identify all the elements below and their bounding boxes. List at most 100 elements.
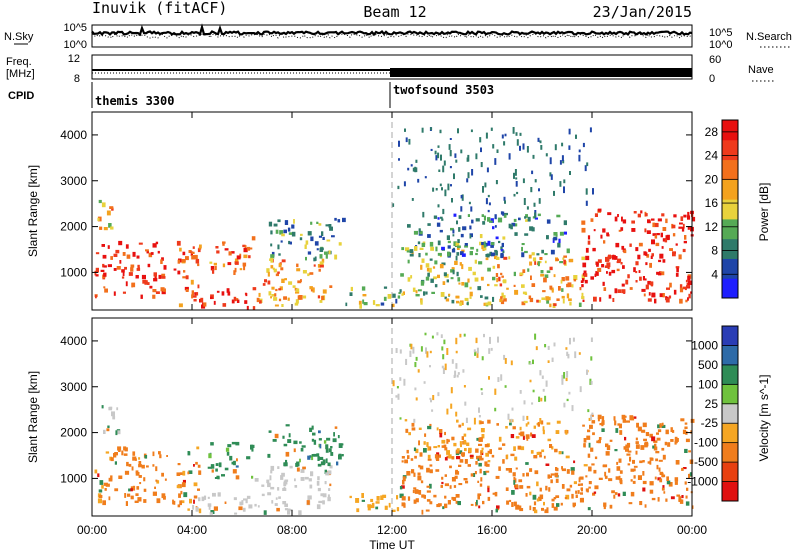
- scatter-cell: [97, 498, 102, 504]
- scatter-cell: [375, 501, 380, 504]
- scatter-cell: [539, 260, 542, 264]
- scatter-cell: [152, 294, 156, 299]
- scatter-cell: [689, 459, 694, 464]
- scatter-cell: [570, 467, 575, 472]
- scatter-cell: [623, 446, 626, 450]
- scatter-cell: [320, 493, 324, 497]
- scatter-cell: [530, 450, 534, 454]
- scatter-cell: [160, 259, 163, 264]
- scatter-cell: [521, 243, 525, 246]
- scatter-cell: [319, 247, 324, 252]
- scatter-cell: [539, 257, 543, 260]
- scatter-cell: [617, 214, 619, 218]
- scatter-cell: [446, 450, 450, 455]
- scatter-cell: [458, 483, 463, 486]
- scatter-cell: [633, 475, 636, 479]
- scatter-cell: [586, 435, 591, 440]
- colorbar-tick-label: 500: [698, 358, 718, 372]
- scatter-cell: [536, 498, 540, 502]
- scatter-cell: [590, 356, 593, 361]
- scatter-cell: [603, 240, 606, 244]
- scatter-cell: [619, 480, 623, 485]
- scatter-cell: [651, 253, 654, 257]
- scatter-cell: [113, 253, 118, 257]
- scatter-cell: [464, 459, 468, 464]
- colorbar-frame: [721, 119, 739, 299]
- scatter-cell: [181, 259, 186, 263]
- scatter-cell: [630, 479, 633, 482]
- scatter-cell: [193, 495, 198, 499]
- scatter-cell: [461, 436, 464, 440]
- scatter-cell: [447, 183, 450, 191]
- scatter-cell: [662, 474, 666, 478]
- scatter-cell: [252, 306, 256, 310]
- scatter-cell: [463, 439, 467, 445]
- scatter-cell: [102, 263, 105, 268]
- scatter-cell: [283, 482, 286, 487]
- scatter-cell: [409, 350, 412, 357]
- scatter-cell: [406, 471, 411, 476]
- scatter-cell: [387, 294, 392, 299]
- scatter-cell: [214, 477, 220, 479]
- scatter-cell: [662, 454, 666, 460]
- colorbar-swatch: [722, 139, 738, 161]
- cpid-mode-2: twofsound 3503: [393, 83, 494, 97]
- scatter-cell: [578, 149, 581, 153]
- scatter-cell: [114, 452, 118, 456]
- scatter-cell: [506, 454, 509, 459]
- scatter-cell: [214, 265, 217, 271]
- scatter-cell: [473, 417, 476, 425]
- scatter-cell: [411, 469, 415, 474]
- scatter-cell: [549, 285, 553, 290]
- scatter-cell: [582, 299, 585, 302]
- scatter-cell: [412, 489, 415, 494]
- scatter-cell: [527, 421, 530, 425]
- scatter-cell: [275, 229, 279, 234]
- scatter-cell: [488, 202, 491, 206]
- scatter-cell: [269, 258, 273, 261]
- scatter-cell: [114, 488, 119, 492]
- scatter-cell: [267, 492, 272, 496]
- scatter-cell: [519, 485, 524, 489]
- scatter-cell: [444, 495, 447, 499]
- scatter-cell: [642, 276, 645, 281]
- scatter-cell: [156, 480, 160, 484]
- scatter-cell: [444, 447, 448, 451]
- scatter-cell: [155, 241, 159, 245]
- scatter-cell: [566, 248, 570, 254]
- colorbar-swatch: [722, 159, 738, 180]
- scatter-cell: [500, 296, 503, 301]
- scatter-cell: [469, 286, 472, 290]
- scatter-cell: [477, 493, 482, 496]
- scatter-cell: [515, 467, 518, 470]
- scatter-cell: [521, 284, 525, 288]
- scatter-cell: [487, 487, 490, 493]
- scatter-cell: [482, 221, 486, 225]
- scatter-cell: [654, 476, 657, 480]
- scatter-cell: [138, 457, 141, 460]
- scatter-cell: [305, 240, 309, 245]
- scatter-cell: [197, 263, 200, 267]
- scatter-cell: [583, 273, 588, 277]
- scatter-cell: [519, 390, 522, 394]
- scatter-cell: [625, 448, 629, 452]
- scatter-cell: [410, 343, 413, 350]
- colorbar-tick-label: -25: [701, 416, 719, 430]
- scatter-cell: [210, 296, 213, 300]
- scatter-cell: [384, 505, 388, 510]
- scatter-cell: [675, 272, 679, 277]
- scatter-cell: [448, 293, 451, 296]
- scatter-cell: [523, 400, 526, 405]
- scatter-cell: [415, 290, 418, 294]
- scatter-cell: [136, 255, 140, 259]
- scatter-cell: [483, 471, 487, 476]
- scatter-cell: [642, 487, 646, 492]
- scatter-cell: [682, 286, 687, 290]
- scatter-cell: [484, 182, 487, 188]
- scatter-cell: [601, 428, 605, 432]
- scatter-cell: [370, 498, 374, 502]
- scatter-cell: [686, 487, 689, 491]
- scatter-cell: [502, 459, 505, 464]
- scatter-cell: [487, 485, 490, 489]
- scatter-cell: [475, 337, 478, 344]
